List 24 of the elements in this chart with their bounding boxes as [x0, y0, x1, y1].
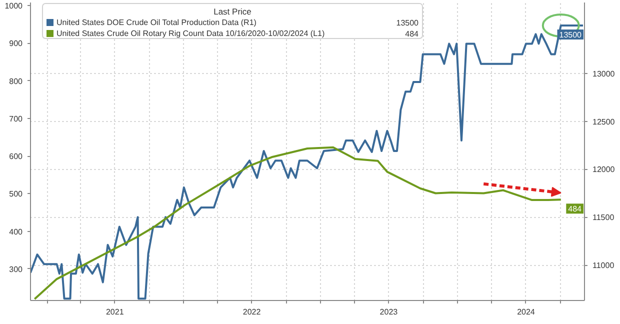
- y-tick-label: 500: [9, 190, 24, 199]
- y-tick-label: 300: [9, 264, 24, 274]
- data-label: 484: [568, 204, 582, 214]
- legend-label: United States DOE Crude Oil Total Production Data (R1): [56, 18, 257, 27]
- y-tick-label: 600: [9, 152, 24, 162]
- x-tick-label: 2023: [380, 308, 398, 316]
- x-tick-label: 2024: [517, 308, 536, 316]
- text: 484: [405, 30, 419, 38]
- text: 13500: [396, 18, 419, 28]
- y-tick-label: 1000: [4, 2, 24, 11]
- x-tick-label: 2022: [242, 308, 262, 316]
- legend-label: United States Crude Oil Rotary Rig Count Data 10/16/2020-10/02/2024 (L1): [56, 29, 325, 38]
- x-tick-label: 2021: [106, 308, 124, 316]
- line-series: [34, 146, 562, 300]
- y2-tick-label: 12500: [592, 117, 616, 126]
- legend-title: Last Price: [214, 6, 252, 16]
- y-tick-label: 400: [9, 227, 24, 236]
- y2-tick-label: 12000: [592, 165, 616, 174]
- y2-tick-label: 11500: [592, 213, 615, 222]
- y2-tick-label: 13000: [592, 69, 616, 78]
- y-tick-label: 900: [9, 39, 24, 48]
- y2-tick-label: 11000: [592, 261, 615, 270]
- y-tick-label: 800: [9, 76, 24, 86]
- y-tick-label: 700: [9, 114, 24, 124]
